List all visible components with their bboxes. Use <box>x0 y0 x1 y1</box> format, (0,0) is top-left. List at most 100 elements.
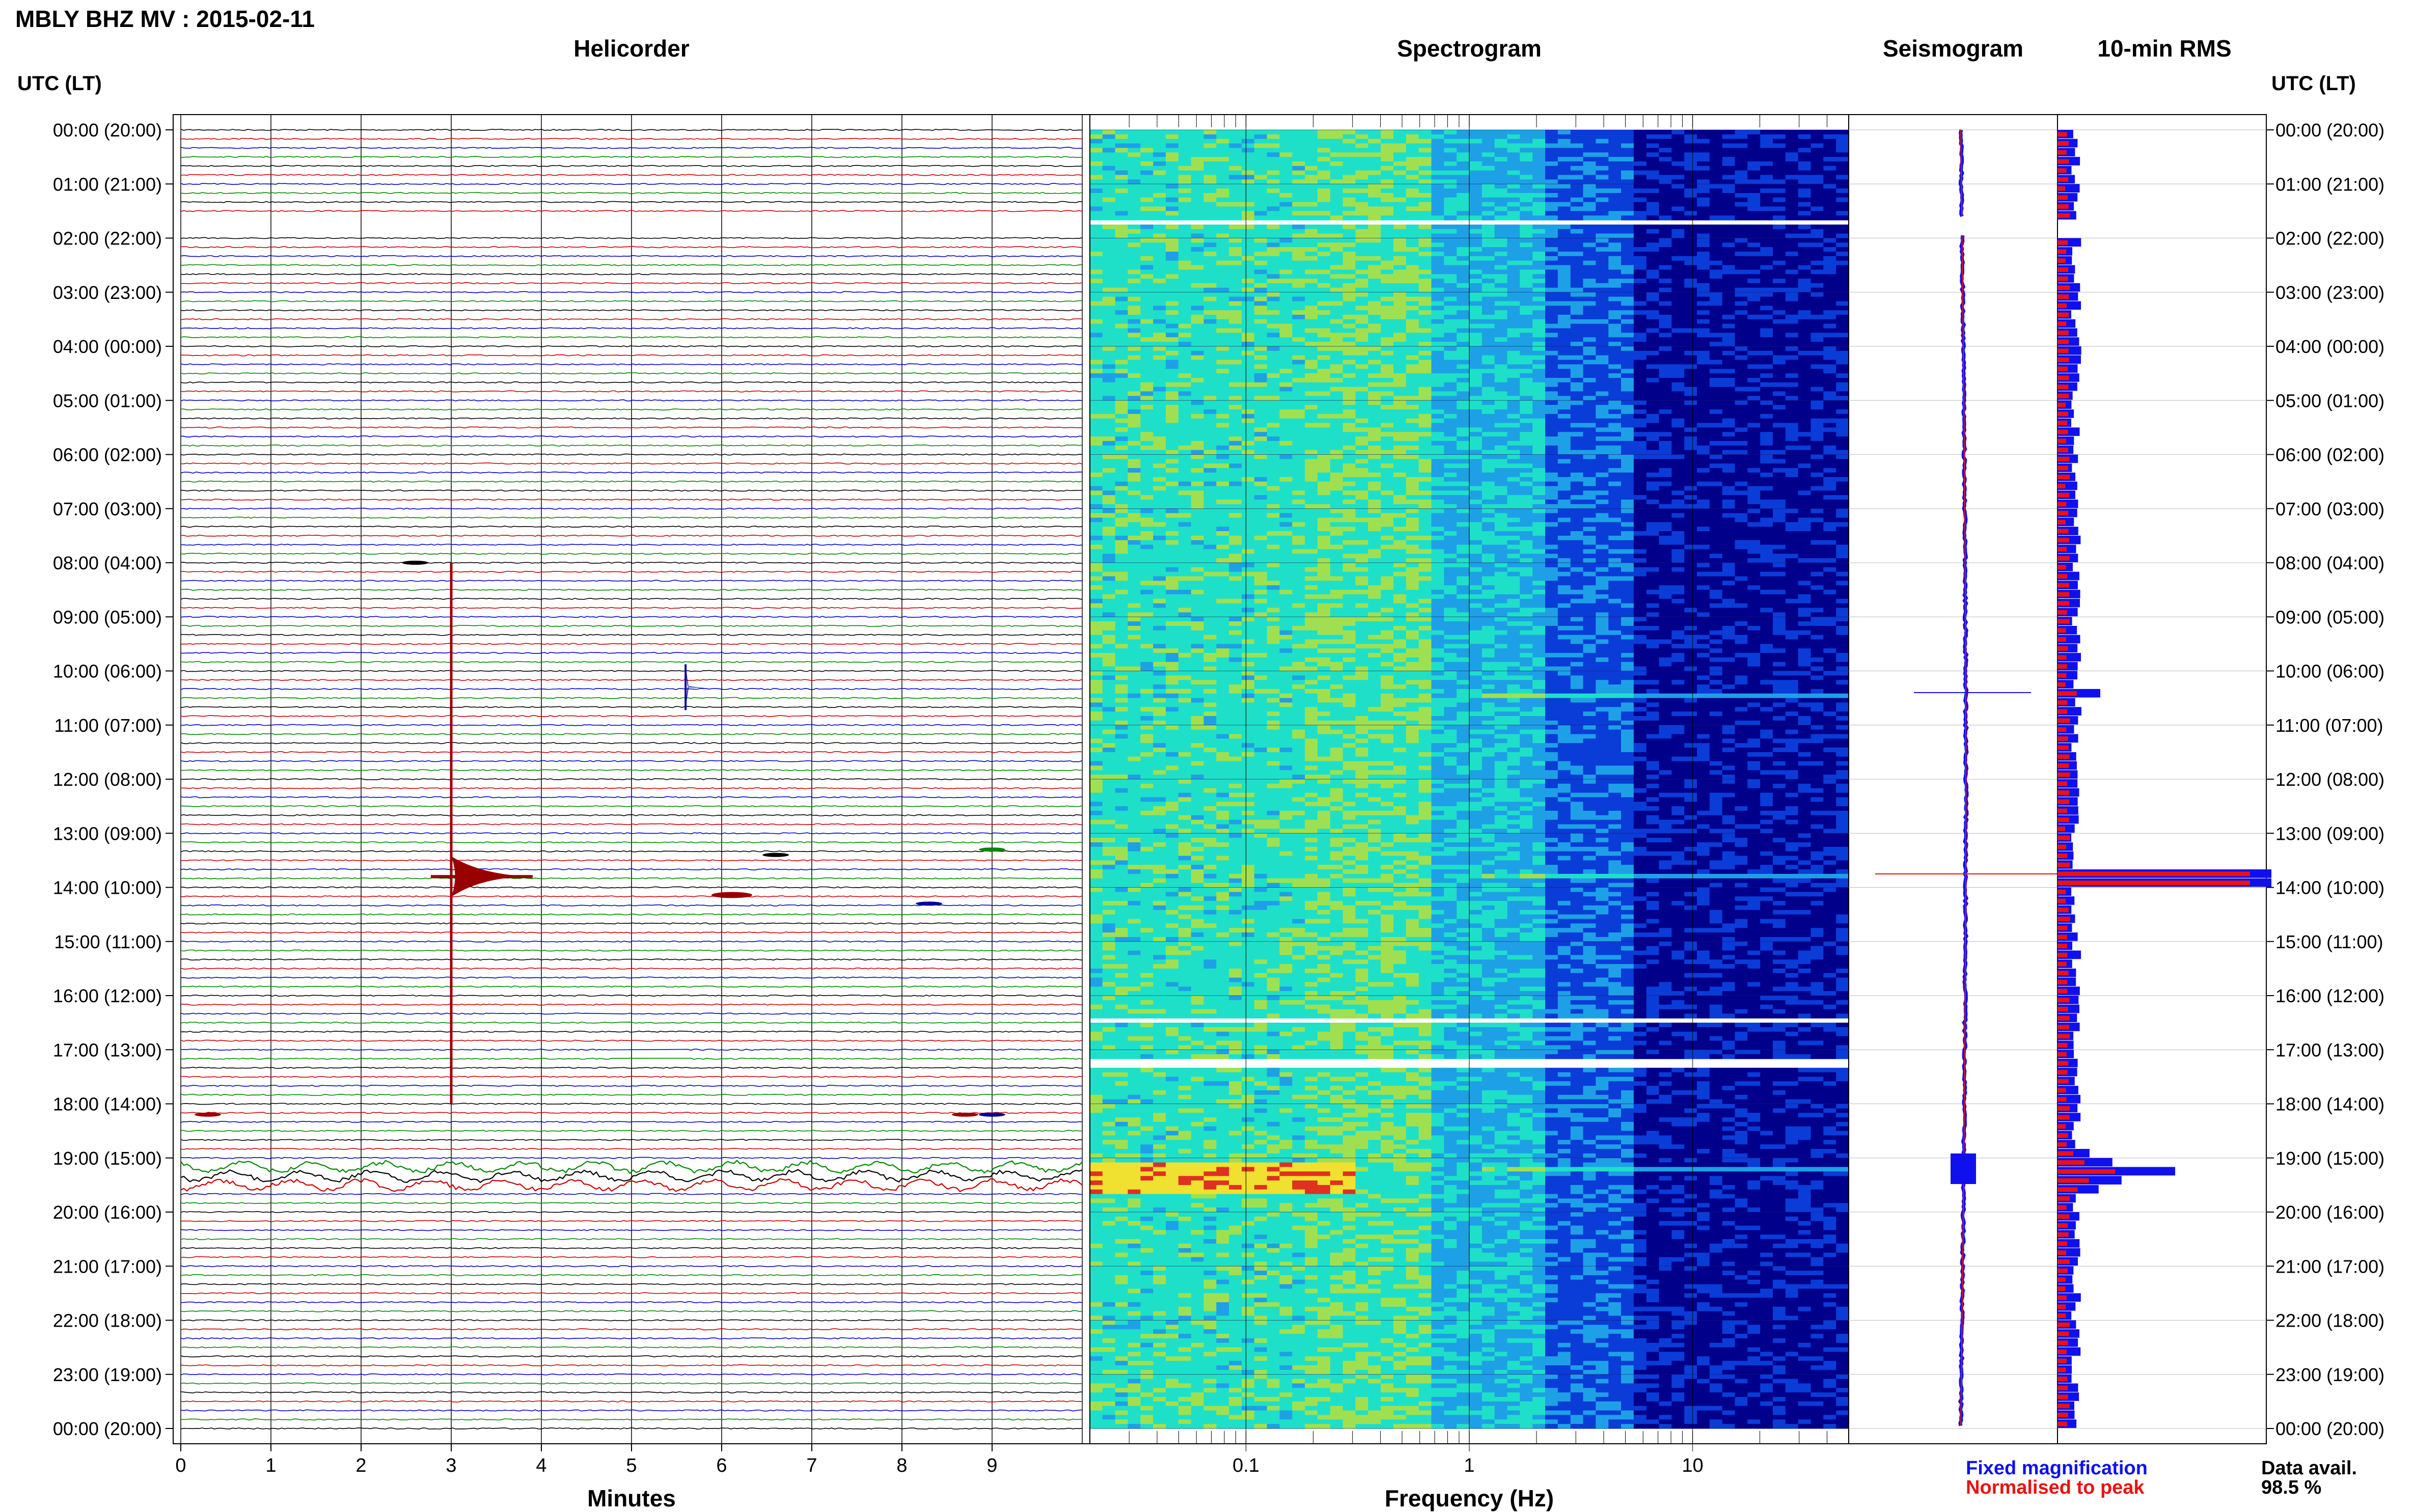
spectrogram-cell <box>1634 450 1647 455</box>
spectrogram-cell <box>1381 405 1393 410</box>
spectrogram-cell <box>1836 482 1849 487</box>
spectrogram-cell <box>1495 261 1507 266</box>
spectrogram-cell <box>1457 387 1469 392</box>
spectrogram-cell <box>1495 387 1507 392</box>
spectrogram-cell <box>1368 242 1381 248</box>
spectrogram-cell <box>1811 166 1824 171</box>
spectrogram-cell <box>1697 157 1710 162</box>
spectrogram-cell <box>1608 242 1621 248</box>
spectrogram-cell <box>1722 450 1735 455</box>
spectrogram-cell <box>1242 193 1254 198</box>
spectrogram-cell <box>1406 310 1419 315</box>
spectrogram-cell <box>1444 288 1457 293</box>
spectrogram-cell <box>1836 346 1849 351</box>
spectrogram-cell <box>1469 301 1482 307</box>
spectrogram-cell <box>1671 270 1684 275</box>
spectrogram-cell <box>1178 247 1191 252</box>
spectrogram-cell <box>1532 419 1545 424</box>
spectrogram-cell <box>1596 202 1608 207</box>
spectrogram-cell <box>1571 459 1583 464</box>
spectrogram-cell <box>1710 301 1722 307</box>
spectrogram-cell <box>1520 315 1532 320</box>
spectrogram-cell <box>1697 463 1710 469</box>
spectrogram-cell <box>1786 405 1798 410</box>
spectrogram-cell <box>1229 432 1242 437</box>
spectrogram-cell <box>1406 139 1419 144</box>
spectrogram-cell <box>1697 166 1710 171</box>
spectrogram-cell <box>1836 171 1849 176</box>
spectrogram-cell <box>1330 166 1343 171</box>
spectrogram-cell <box>1823 482 1836 487</box>
spectrogram-cell <box>1318 346 1330 351</box>
spectrogram-cell <box>1571 207 1583 212</box>
spectrogram-cell <box>1191 477 1204 482</box>
spectrogram-cell <box>1634 157 1647 162</box>
spectrogram-cell <box>1647 409 1659 415</box>
spectrogram-cell <box>1647 130 1659 135</box>
spectrogram-cell <box>1507 310 1520 315</box>
spectrogram-cell <box>1393 400 1406 405</box>
spectrogram-cell <box>1507 166 1520 171</box>
spectrogram-cell <box>1216 477 1229 482</box>
spectrogram-cell <box>1166 319 1178 324</box>
spectrogram-cell <box>1381 184 1393 189</box>
spectrogram-cell <box>1798 301 1811 307</box>
spectrogram-cell <box>1811 450 1824 455</box>
spectrogram-cell <box>1242 419 1254 424</box>
spectrogram-cell <box>1305 387 1318 392</box>
spectrogram-cell <box>1153 234 1166 239</box>
spectrogram-cell <box>1747 229 1760 234</box>
spectrogram-cell <box>1558 342 1571 347</box>
spectrogram-cell <box>1558 396 1571 401</box>
spectrogram-cell <box>1823 364 1836 369</box>
spectrogram-cell <box>1128 360 1141 365</box>
spectrogram-cell <box>1216 337 1229 342</box>
spectrogram-cell <box>1545 427 1558 432</box>
spectrogram-cell <box>1267 337 1280 342</box>
spectrogram-cell <box>1469 486 1482 491</box>
spectrogram-cell <box>1722 297 1735 302</box>
spectrogram-cell <box>1229 360 1242 365</box>
spectrogram-cell <box>1583 215 1596 221</box>
spectrogram-cell <box>1811 139 1824 144</box>
spectrogram-cell <box>1305 198 1318 203</box>
spectrogram-cell <box>1545 270 1558 275</box>
spectrogram-cell <box>1356 436 1368 442</box>
spectrogram-cell <box>1330 152 1343 157</box>
spectrogram-cell <box>1292 324 1305 329</box>
spectrogram-cell <box>1090 166 1103 171</box>
spectrogram-cell <box>1671 229 1684 234</box>
spectrogram-cell <box>1760 468 1773 473</box>
spectrogram-cell <box>1684 360 1697 365</box>
spectrogram-cell <box>1671 225 1684 230</box>
spectrogram-cell <box>1710 378 1722 383</box>
spectrogram-cell <box>1267 436 1280 442</box>
spectrogram-cell <box>1166 378 1178 383</box>
spectrogram-cell <box>1242 134 1254 140</box>
spectrogram-cell <box>1242 211 1254 216</box>
spectrogram-cell <box>1204 482 1217 487</box>
spectrogram-cell <box>1318 473 1330 478</box>
spectrogram-cell <box>1280 130 1293 135</box>
spectrogram-cell <box>1128 337 1141 342</box>
spectrogram-cell <box>1710 369 1722 374</box>
spectrogram-cell <box>1229 346 1242 351</box>
spectrogram-cell <box>1710 490 1722 496</box>
spectrogram-cell <box>1735 473 1748 478</box>
spectrogram-cell <box>1204 405 1217 410</box>
spectrogram-cell <box>1659 274 1672 279</box>
spectrogram-cell <box>1545 247 1558 252</box>
spectrogram-cell <box>1406 134 1419 140</box>
spectrogram-cell <box>1684 405 1697 410</box>
spectrogram-cell <box>1166 355 1178 361</box>
spectrogram-cell <box>1432 427 1444 432</box>
spectrogram-cell <box>1191 188 1204 194</box>
spectrogram-cell <box>1507 324 1520 329</box>
spectrogram-cell <box>1823 175 1836 180</box>
spectrogram-cell <box>1216 405 1229 410</box>
spectrogram-cell <box>1305 459 1318 464</box>
spectrogram-cell <box>1393 207 1406 212</box>
spectrogram-cell <box>1697 455 1710 460</box>
spectrogram-cell <box>1659 351 1672 356</box>
spectrogram-cell <box>1710 247 1722 252</box>
